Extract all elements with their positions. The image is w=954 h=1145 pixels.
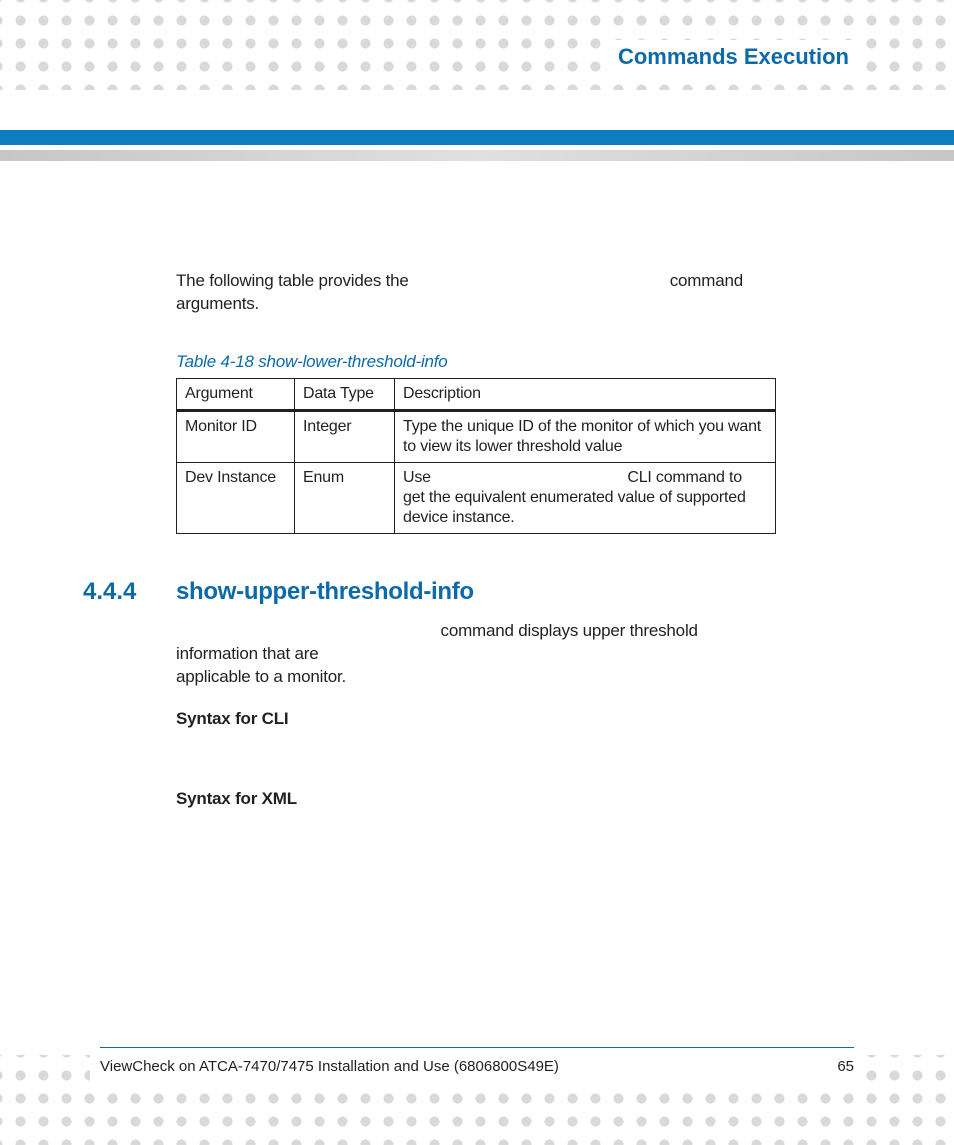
table-header-row: Argument Data Type Description: [177, 378, 776, 410]
cell-argument: Dev Instance: [177, 462, 295, 533]
cell-desc-post: CLI command to get the equivalent enumer…: [403, 469, 746, 526]
cell-datatype: Enum: [295, 462, 395, 533]
body-tail-text: command displays upper threshold informa…: [176, 621, 698, 663]
section-number: 4.4.4: [83, 578, 176, 606]
page-footer: ViewCheck on ATCA-7470/7475 Installation…: [100, 1047, 854, 1075]
cell-description: Use CLI command to get the equivalent en…: [395, 462, 776, 533]
header-grey-rule: [0, 150, 954, 161]
cell-desc-pre: Use: [403, 469, 431, 486]
footer-page-number: 65: [837, 1058, 854, 1075]
table-header-description: Description: [395, 378, 776, 410]
cell-argument: Monitor ID: [177, 410, 295, 462]
syntax-cli-label: Syntax for CLI: [176, 709, 776, 729]
body-line2: applicable to a monitor.: [176, 666, 776, 689]
table-row: Monitor ID Integer Type the unique ID of…: [177, 410, 776, 462]
section-title: show-upper-threshold-info: [176, 578, 474, 606]
intro-pre-text: The following table provides the: [176, 271, 409, 290]
section-heading-row: 4.4.4 show-upper-threshold-info: [83, 578, 776, 606]
table-header-argument: Argument: [177, 378, 295, 410]
arguments-table: Argument Data Type Description Monitor I…: [176, 378, 776, 534]
table-caption: Table 4-18 show-lower-threshold-info: [176, 352, 776, 372]
cell-description: Type the unique ID of the monitor of whi…: [395, 410, 776, 462]
cell-datatype: Integer: [295, 410, 395, 462]
footer-doc-title: ViewCheck on ATCA-7470/7475 Installation…: [100, 1058, 559, 1075]
content-area: The following table provides the command…: [176, 270, 776, 809]
syntax-xml-label: Syntax for XML: [176, 789, 776, 809]
page-header-title: Commands Execution: [602, 40, 859, 74]
table-header-datatype: Data Type: [295, 378, 395, 410]
section-body: command displays upper threshold informa…: [176, 620, 776, 689]
table-row: Dev Instance Enum Use CLI command to get…: [177, 462, 776, 533]
header-blue-rule: [0, 130, 954, 145]
intro-paragraph: The following table provides the command…: [176, 270, 776, 316]
